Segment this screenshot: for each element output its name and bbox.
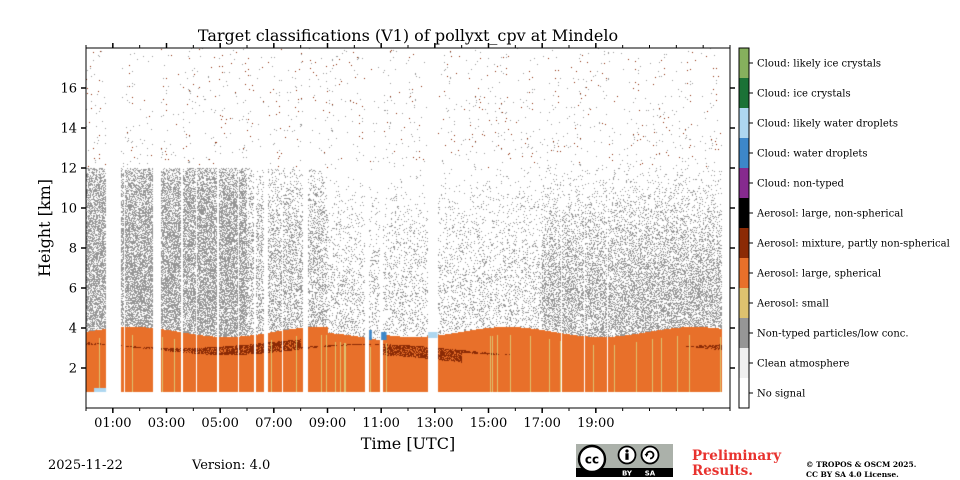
y-tick-label: 10 [60, 202, 77, 217]
x-tick-label: 09:00 [309, 416, 346, 431]
share-alike-icon [640, 445, 660, 465]
colorbar-swatch [739, 78, 749, 108]
colorbar-label: Aerosol: large, non-spherical [756, 209, 903, 220]
x-tick-label: 17:00 [523, 416, 560, 431]
colorbar-swatch [739, 48, 749, 78]
x-tick-label: 19:00 [577, 416, 614, 431]
colorbar-label: Cloud: ice crystals [757, 89, 851, 100]
copyright-line-1: © TROPOS & OSCM 2025. [806, 460, 917, 469]
colorbar-swatch [739, 108, 749, 138]
y-axis-label: Height [km] [35, 179, 54, 277]
preliminary-results-note: Preliminary Results. [692, 449, 781, 479]
chart-title: Target classifications (V1) of pollyxt_c… [198, 26, 618, 45]
colorbar-label: Cloud: non-typed [757, 179, 845, 190]
colorbar-swatch [739, 288, 749, 318]
colorbar-swatch [739, 378, 749, 408]
plot-area [86, 48, 730, 408]
colorbar-label: Cloud: water droplets [757, 149, 868, 160]
preliminary-line-1: Preliminary [692, 448, 782, 464]
svg-text:BY: BY [622, 470, 633, 478]
y-tick-label: 2 [69, 362, 77, 377]
version-label: Version: 4.0 [192, 458, 271, 473]
y-tick-label: 8 [69, 242, 77, 257]
y-tick-label: 14 [60, 122, 77, 137]
classification-heatmap [86, 48, 730, 408]
cc-license-badge: cc BY SA [576, 444, 673, 477]
colorbar-swatch [739, 348, 749, 378]
colorbar-swatch [739, 138, 749, 168]
date-label: 2025-11-22 [48, 458, 123, 473]
colorbar-swatch [739, 168, 749, 198]
colorbar-label: Clean atmosphere [757, 359, 850, 370]
colorbar-swatch [739, 198, 749, 228]
x-axis-label: Time [UTC] [361, 434, 455, 453]
x-tick-label: 01:00 [94, 416, 131, 431]
colorbar-label: Aerosol: mixture, partly non-spherical [756, 239, 950, 250]
colorbar-swatch [739, 318, 749, 348]
copyright-note: © TROPOS & OSCM 2025. CC BY SA 4.0 Licen… [806, 460, 916, 480]
y-tick-label: 16 [60, 82, 77, 97]
colorbar-label: Cloud: likely ice crystals [757, 59, 881, 70]
colorbar-swatch [739, 228, 749, 258]
preliminary-line-2: Results. [692, 463, 753, 479]
colorbar-label: Aerosol: small [756, 299, 829, 310]
y-tick-label: 6 [69, 282, 77, 297]
classification-colorbar: No signal Clean atmosphere Non-typed parti… [738, 47, 950, 409]
colorbar-label: Non-typed particles/low conc. [757, 329, 909, 340]
axes: 01:00 03:00 05:00 07:00 09:00 11:00 13:00 15:00… [60, 43, 735, 431]
svg-text:SA: SA [645, 470, 656, 478]
colorbar-label: No signal [757, 389, 805, 400]
x-tick-label: 11:00 [362, 416, 399, 431]
y-tick-label: 4 [69, 322, 77, 337]
x-tick-label: 05:00 [201, 416, 238, 431]
x-tick-label: 13:00 [416, 416, 453, 431]
x-tick-label: 15:00 [470, 416, 507, 431]
colorbar-label: Cloud: likely water droplets [757, 119, 898, 130]
y-tick-label: 12 [60, 162, 77, 177]
cc-logo-icon [577, 444, 607, 474]
colorbar-label: Aerosol: large, spherical [756, 269, 881, 280]
x-tick-label: 07:00 [255, 416, 292, 431]
svg-text:cc: cc [585, 453, 599, 467]
x-tick-label: 03:00 [148, 416, 185, 431]
colorbar-swatch [739, 258, 749, 288]
colorbar-frame [738, 47, 750, 409]
copyright-line-2: CC BY SA 4.0 License. [806, 470, 899, 479]
